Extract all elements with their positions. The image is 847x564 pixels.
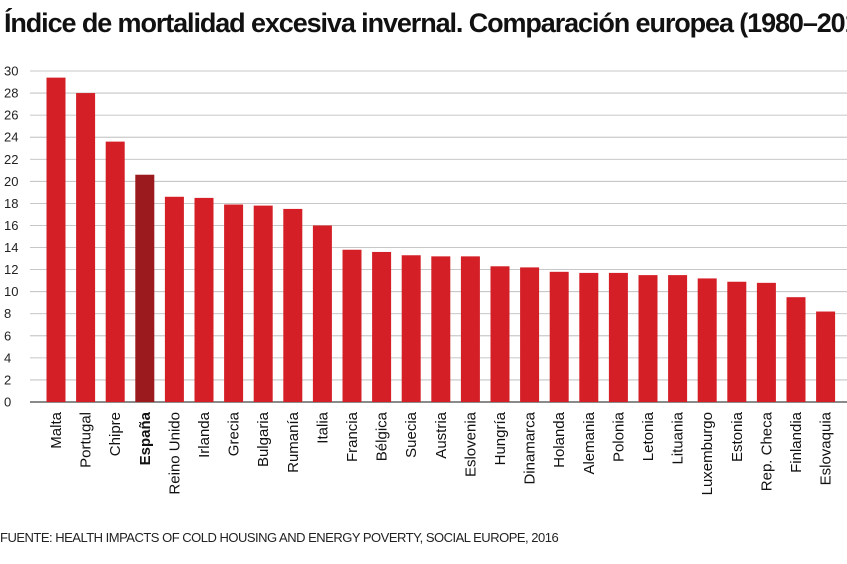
bars — [46, 77, 836, 403]
bar — [520, 267, 540, 402]
bar — [372, 251, 392, 402]
y-tick-label: 0 — [4, 395, 11, 410]
category-label: Bulgaria — [255, 411, 272, 467]
category-labels: Malta Portugal Chipre España Reino Unido Irla… — [48, 411, 835, 495]
bar — [135, 174, 155, 402]
bar — [490, 266, 510, 402]
y-tick-label: 20 — [4, 174, 18, 189]
bar — [194, 197, 214, 402]
y-tick-label: 2 — [4, 372, 11, 387]
category-label: Letonia — [640, 411, 657, 461]
bar — [164, 196, 184, 402]
bar — [816, 311, 836, 402]
y-tick-label: 22 — [4, 152, 18, 167]
y-tick-label: 6 — [4, 328, 11, 343]
bar — [283, 208, 303, 402]
bar — [401, 255, 421, 402]
y-tick-label: 18 — [4, 196, 18, 211]
category-label: Austria — [433, 411, 450, 458]
category-label: Lituania — [670, 411, 687, 464]
category-label: Dinamarca — [522, 411, 539, 484]
category-label: Grecia — [226, 411, 243, 456]
y-tick-label: 14 — [4, 240, 18, 255]
category-label: Francia — [344, 411, 361, 462]
category-label: Polonia — [610, 411, 627, 462]
category-label: Luxemburgo — [699, 412, 716, 495]
category-label: Holanda — [551, 411, 568, 468]
category-label: Chipre — [107, 412, 124, 456]
category-label: Hungría — [492, 411, 509, 465]
bar — [786, 297, 806, 402]
y-tick-label: 26 — [4, 108, 18, 123]
bar — [76, 93, 96, 403]
bar — [253, 205, 273, 402]
category-label: Irlanda — [196, 411, 213, 458]
y-tick-label: 30 — [4, 64, 18, 79]
y-tick-label: 12 — [4, 262, 18, 277]
y-tick-label: 8 — [4, 306, 11, 321]
category-label: Suecia — [403, 411, 420, 458]
bar — [727, 281, 747, 402]
chart-title: Índice de mortalidad excesiva invernal. … — [4, 8, 847, 38]
category-label: Portugal — [78, 412, 95, 468]
bar — [697, 278, 717, 402]
category-label: Alemania — [581, 411, 598, 474]
y-tick-label: 4 — [4, 350, 11, 365]
bar — [312, 225, 332, 402]
category-label: Rumanía — [285, 411, 302, 473]
bar — [460, 256, 480, 402]
category-label: Estonia — [729, 411, 746, 462]
y-tick-label: 24 — [4, 130, 18, 145]
bar — [638, 275, 658, 402]
y-tick-label: 28 — [4, 86, 18, 101]
source-note: FUENTE: HEALTH IMPACTS OF COLD HOUSING A… — [0, 530, 559, 545]
category-label: Eslovaquia — [818, 411, 835, 485]
y-tick-label: 10 — [4, 284, 18, 299]
category-label: Italia — [314, 411, 331, 443]
category-label: Reino Unido — [166, 412, 183, 495]
category-label: España — [137, 411, 154, 465]
bar — [668, 275, 688, 402]
category-label: Rep. Checa — [758, 411, 775, 491]
category-label: Malta — [48, 411, 65, 448]
bar — [608, 272, 628, 402]
category-label: Eslovenia — [462, 411, 479, 477]
bar — [105, 141, 125, 402]
category-label: Bélgica — [374, 411, 391, 461]
y-tick-label: 16 — [4, 218, 18, 233]
bar — [224, 204, 244, 402]
bar — [549, 271, 569, 402]
bar — [579, 272, 599, 402]
bar — [342, 249, 362, 402]
bar — [756, 282, 776, 402]
bar — [46, 77, 66, 403]
category-label: Finlandia — [788, 411, 805, 473]
bar — [431, 256, 451, 402]
